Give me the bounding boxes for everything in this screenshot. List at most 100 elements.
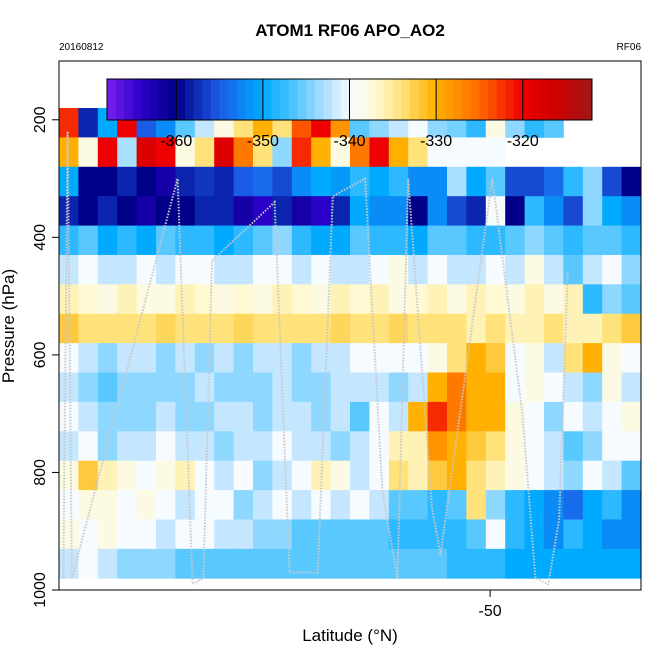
heatmap-cell [194, 519, 215, 550]
heatmap-cell [641, 255, 650, 285]
heatmap-cell [97, 284, 118, 315]
heatmap-cell [272, 196, 293, 226]
flight-label: RF06 [617, 42, 642, 53]
heatmap-cell [602, 548, 622, 579]
heatmap-cell [524, 460, 545, 491]
heatmap-cell [505, 372, 525, 403]
heatmap-cell [59, 548, 79, 579]
heatmap-cell [214, 490, 234, 520]
colorbar-segment [132, 79, 143, 120]
heatmap-cell [563, 401, 584, 432]
heatmap-cells [59, 108, 650, 579]
heatmap-cell [136, 548, 157, 579]
heatmap-cell [136, 490, 157, 520]
heatmap-cell [175, 490, 196, 520]
heatmap-cell [602, 313, 622, 344]
heatmap-cell [544, 548, 564, 579]
colorbar-segment [150, 79, 160, 120]
heatmap-cell [272, 284, 293, 315]
heatmap-cell [466, 137, 487, 168]
heatmap-cell [524, 313, 545, 344]
heatmap-cell [369, 166, 390, 197]
heatmap-cell [485, 401, 506, 432]
heatmap-cell [582, 431, 603, 462]
colorbar-segment [184, 79, 195, 120]
heatmap-cell [156, 166, 176, 197]
colorbar-segment [358, 79, 368, 120]
heatmap-cell [136, 313, 157, 344]
heatmap-cell [291, 431, 312, 462]
heatmap-cell [641, 373, 650, 403]
heatmap-cell [621, 313, 641, 344]
heatmap-cell [427, 343, 448, 373]
heatmap-cell [136, 254, 157, 285]
heatmap-cell [563, 431, 584, 462]
heatmap-cell [621, 166, 641, 197]
colorbar-segment [410, 79, 420, 120]
colorbar-segment [124, 79, 134, 120]
heatmap-cell [253, 196, 273, 226]
heatmap-cell [97, 137, 118, 168]
heatmap-cell [311, 548, 331, 579]
heatmap-cell [641, 167, 650, 197]
heatmap-cell [427, 401, 448, 432]
heatmap-cell [602, 343, 622, 373]
heatmap-cell [272, 548, 293, 579]
heatmap-cell [291, 460, 312, 491]
heatmap-cell [136, 460, 157, 491]
heatmap-cell [369, 490, 390, 520]
heatmap-cell [117, 490, 137, 520]
heatmap-cell [194, 254, 215, 285]
heatmap-cell [175, 313, 196, 344]
heatmap-cell [427, 284, 448, 315]
heatmap-cell [350, 431, 370, 462]
heatmap-cell [447, 137, 467, 168]
heatmap-cell [117, 460, 137, 491]
heatmap-cell [233, 372, 254, 403]
heatmap-cell [524, 401, 545, 432]
heatmap-cell [175, 431, 196, 462]
heatmap-cell [97, 548, 118, 579]
heatmap-cell [505, 225, 525, 256]
heatmap-cell [59, 372, 79, 403]
heatmap-cell [427, 225, 448, 256]
heatmap-cell [427, 490, 448, 520]
heatmap-cell [408, 401, 428, 432]
heatmap-cell [563, 372, 584, 403]
heatmap-cell [272, 166, 293, 197]
heatmap-cell [641, 284, 650, 314]
heatmap-cell [602, 490, 622, 520]
heatmap-cell [253, 343, 273, 373]
colorbar-segment [340, 79, 350, 120]
heatmap-cell [291, 548, 312, 579]
colorbar-segment [176, 79, 186, 120]
heatmap-cell [311, 343, 331, 373]
heatmap-cell [582, 284, 603, 315]
colorbar-tick-label: -360 [160, 133, 192, 150]
heatmap-cell [505, 431, 525, 462]
heatmap-cell [233, 548, 254, 579]
heatmap-cell [447, 313, 467, 344]
heatmap-cell [524, 343, 545, 373]
heatmap-cell [291, 343, 312, 373]
heatmap-cell [582, 225, 603, 256]
heatmap-cell [563, 284, 584, 315]
heatmap-cell [447, 519, 467, 550]
heatmap-cell [253, 490, 273, 520]
heatmap-cell [330, 431, 351, 462]
heatmap-cell [175, 254, 196, 285]
colorbar-segment [349, 79, 359, 120]
heatmap-cell [408, 343, 428, 373]
heatmap-cell [447, 372, 467, 403]
heatmap-cell [544, 519, 564, 550]
colorbar-segment [306, 79, 316, 120]
heatmap-cell [621, 519, 641, 550]
heatmap-cell [582, 490, 603, 520]
heatmap-cell [350, 254, 370, 285]
heatmap-cell [641, 314, 650, 344]
heatmap-cell [214, 460, 234, 491]
heatmap-cell [272, 519, 293, 550]
heatmap-cell [408, 254, 428, 285]
heatmap-cell [505, 313, 525, 344]
colorbar-segment [271, 79, 281, 120]
